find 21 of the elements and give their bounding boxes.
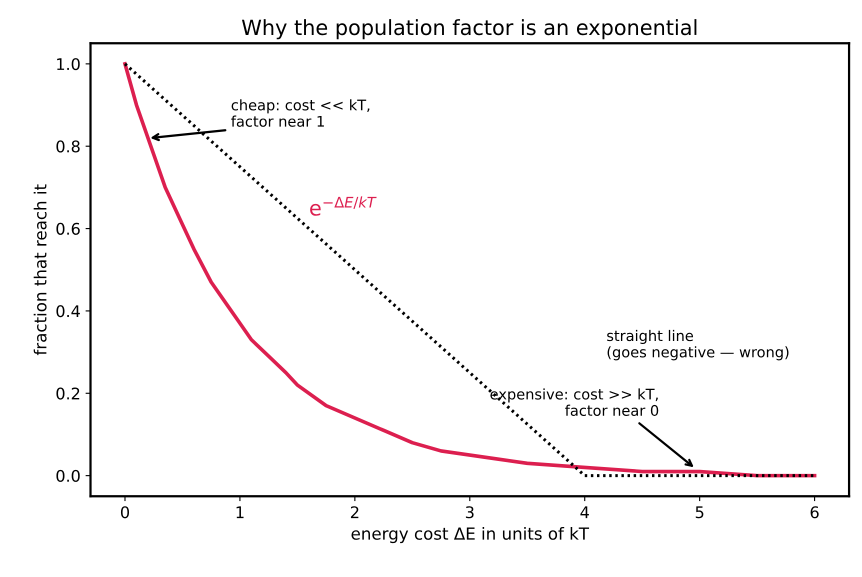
annotation: expensive: cost >> kT, factor near 0	[490, 388, 658, 416]
text: straight line (goes negative — wrong)	[607, 330, 788, 360]
x-tick-label: 4	[580, 506, 589, 518]
line-series	[123, 62, 816, 478]
x-tick-label: 1	[236, 506, 244, 518]
y-tick-label: 0.0	[56, 470, 80, 482]
x-axis-title: energy cost ΔE in units of kT	[351, 526, 590, 544]
y-tick-label: 0.4	[56, 305, 80, 318]
y-tick-label: 0.6	[56, 222, 80, 235]
x-tick-label: 0	[120, 506, 130, 518]
chart-title: Why the population factor is an exponential	[242, 19, 696, 40]
y-axis-title: fraction that reach it	[34, 184, 47, 356]
x-tick-label: 3	[466, 506, 474, 518]
x-tick-label: 6	[810, 506, 819, 518]
y-tick-label: 1.0	[57, 58, 80, 70]
text: e$^{−ΔE/kT}$	[310, 196, 377, 216]
y-tick-label: 0.8	[56, 140, 80, 153]
y-tick-label: 0.2	[56, 387, 80, 400]
annotation: cheap: cost << kT, factor near 1	[231, 99, 370, 127]
x-tick-label: 2	[350, 506, 358, 518]
x-tick-label: 5	[696, 506, 704, 518]
